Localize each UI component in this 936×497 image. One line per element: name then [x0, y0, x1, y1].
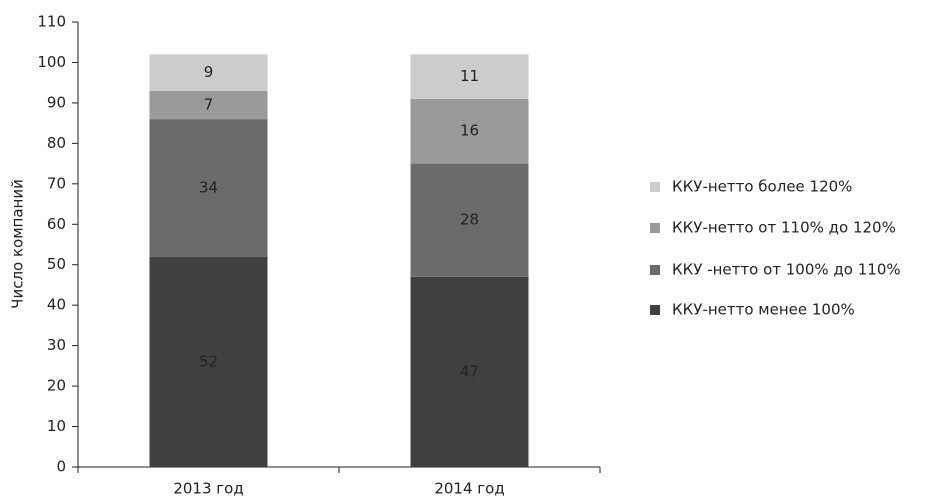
data-label: 9 [204, 63, 214, 81]
legend-swatch [650, 305, 660, 315]
data-label: 7 [204, 95, 214, 113]
bar-segment [410, 54, 529, 99]
legend-swatch [650, 182, 660, 192]
bar-segment [410, 98, 529, 164]
bar-segment [410, 276, 529, 467]
y-tick-label: 40 [47, 296, 66, 314]
data-label: 47 [460, 362, 479, 380]
y-tick-label: 110 [37, 13, 66, 31]
bar-segment [149, 90, 268, 120]
y-tick-label: 10 [47, 417, 66, 435]
y-tick-label: 80 [47, 134, 66, 152]
legend-label: ККУ-нетто более 120% [672, 178, 852, 196]
legend-label: ККУ -нетто от 100% до 110% [672, 261, 901, 279]
y-axis-label: Число компаний [9, 179, 27, 309]
y-tick-label: 100 [37, 53, 66, 71]
legend-swatch [650, 223, 660, 233]
legend-swatch [650, 265, 660, 275]
data-label: 52 [199, 352, 218, 370]
x-tick-label: 2013 год [173, 480, 243, 497]
bar-segment [149, 54, 268, 91]
bar-segment [149, 256, 268, 467]
legend-label: ККУ-нетто от 110% до 120% [672, 219, 896, 237]
data-label: 34 [199, 178, 218, 196]
y-tick-label: 90 [47, 93, 66, 111]
y-tick-label: 60 [47, 215, 66, 233]
y-tick-label: 70 [47, 174, 66, 192]
legend-label: ККУ-нетто менее 100% [672, 301, 855, 319]
bar-segment [149, 119, 268, 257]
y-tick-label: 0 [56, 458, 66, 476]
y-tick-label: 30 [47, 336, 66, 354]
y-tick-label: 50 [47, 255, 66, 273]
data-label: 28 [460, 211, 479, 229]
x-tick-label: 2014 год [434, 480, 504, 497]
y-tick-label: 20 [47, 377, 66, 395]
data-label: 11 [460, 67, 479, 85]
data-label: 16 [460, 122, 479, 140]
bar-segment [410, 163, 529, 277]
